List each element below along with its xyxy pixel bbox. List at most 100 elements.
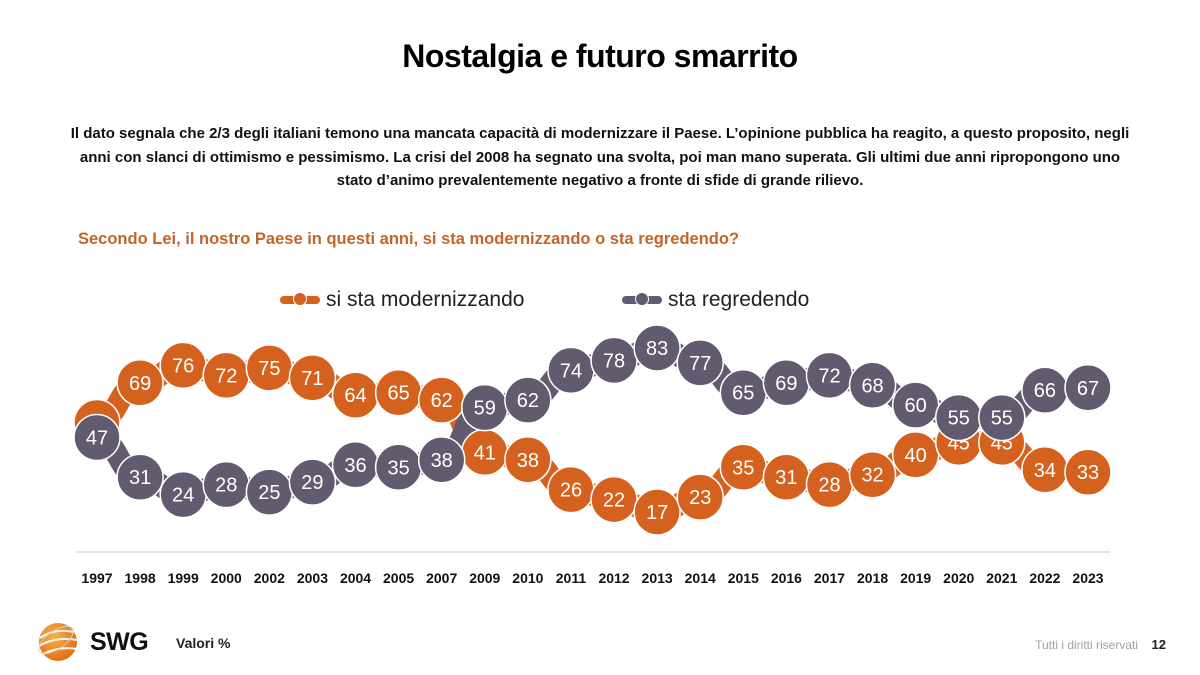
data-label-regredendo: 83 bbox=[646, 338, 668, 360]
x-tick-label: 2000 bbox=[211, 570, 242, 586]
x-tick-label: 2005 bbox=[383, 570, 414, 586]
data-label-modernizzando: 65 bbox=[387, 383, 409, 405]
data-point-regredendo bbox=[417, 436, 466, 484]
data-label-modernizzando: 33 bbox=[1077, 462, 1099, 484]
data-label-modernizzando: 72 bbox=[215, 365, 237, 387]
data-label-regredendo: 67 bbox=[1077, 378, 1099, 400]
data-label-modernizzando: 76 bbox=[172, 355, 194, 377]
data-label-regredendo: 78 bbox=[603, 350, 625, 372]
data-point-regredendo bbox=[633, 324, 681, 372]
data-point-regredendo bbox=[1064, 364, 1112, 412]
data-label-regredendo: 28 bbox=[215, 475, 237, 497]
data-label-modernizzando: 35 bbox=[732, 457, 754, 479]
x-tick-label: 2016 bbox=[771, 570, 802, 586]
x-tick-label: 2007 bbox=[426, 570, 457, 586]
data-label-regredendo: 47 bbox=[86, 427, 108, 449]
legend-label: si sta modernizzando bbox=[326, 288, 525, 311]
data-label-regredendo: 65 bbox=[732, 383, 754, 405]
brand-name: SWG bbox=[90, 628, 149, 656]
data-label-modernizzando: 62 bbox=[431, 390, 453, 412]
data-label-regredendo: 36 bbox=[344, 455, 366, 477]
data-label-modernizzando: 69 bbox=[129, 373, 151, 395]
data-label-regredendo: 62 bbox=[517, 390, 539, 412]
data-label-modernizzando: 23 bbox=[689, 487, 711, 509]
data-label-modernizzando: 32 bbox=[861, 465, 883, 487]
data-label-regredendo: 24 bbox=[172, 485, 194, 507]
x-tick-label: 2023 bbox=[1072, 570, 1103, 586]
x-tick-label: 2009 bbox=[469, 570, 500, 586]
intro-line: Il dato segnala che 2/3 degli italiani t… bbox=[70, 125, 1130, 142]
data-point-regredendo bbox=[676, 339, 724, 387]
x-tick-label: 2011 bbox=[556, 570, 587, 586]
data-point-regredendo bbox=[73, 413, 121, 462]
data-label-modernizzando: 28 bbox=[818, 475, 840, 497]
data-label-regredendo: 29 bbox=[301, 472, 323, 494]
data-point-modernizzando bbox=[288, 354, 337, 402]
data-label-modernizzando: 75 bbox=[258, 358, 280, 380]
data-point-modernizzando bbox=[116, 359, 164, 407]
data-label-modernizzando: 71 bbox=[301, 368, 323, 390]
data-label-regredendo: 77 bbox=[689, 353, 711, 375]
legend-item-regredendo: sta regredendo bbox=[620, 288, 809, 312]
copyright-text: Tutti i diritti riservati bbox=[1035, 638, 1138, 652]
legend-marker-icon bbox=[278, 292, 322, 307]
data-label-regredendo: 31 bbox=[129, 467, 151, 489]
data-label-modernizzando: 22 bbox=[603, 490, 625, 512]
x-tick-label: 2012 bbox=[598, 570, 629, 586]
slide-title: Nostalgia e futuro smarrito bbox=[402, 38, 798, 74]
data-label-modernizzando: 34 bbox=[1034, 460, 1056, 482]
data-label-modernizzando: 26 bbox=[560, 480, 582, 502]
data-label-regredendo: 25 bbox=[258, 482, 280, 504]
data-label-regredendo: 69 bbox=[775, 373, 797, 395]
data-point-modernizzando bbox=[676, 473, 724, 521]
x-tick-label: 2013 bbox=[642, 570, 673, 586]
x-tick-label: 1999 bbox=[168, 570, 199, 586]
data-label-regredendo: 38 bbox=[431, 450, 453, 472]
intro-text: Il dato segnala che 2/3 degli italiani t… bbox=[20, 122, 1180, 193]
data-point-regredendo bbox=[116, 453, 164, 501]
x-tick-label: 2010 bbox=[512, 570, 543, 586]
legend-label: sta regredendo bbox=[668, 288, 810, 311]
swg-logo-icon bbox=[38, 623, 78, 661]
data-point-modernizzando bbox=[1064, 448, 1112, 496]
x-tick-label: 2019 bbox=[900, 570, 931, 586]
data-label-modernizzando: 40 bbox=[905, 445, 927, 467]
x-tick-label: 2021 bbox=[986, 570, 1017, 586]
intro-line: stato d’animo prevalentemente negativo a… bbox=[336, 172, 864, 189]
legend-item-modernizzando: si sta modernizzando bbox=[278, 288, 524, 312]
data-label-regredendo: 55 bbox=[948, 408, 970, 430]
x-tick-label: 1998 bbox=[125, 570, 156, 586]
data-label-regredendo: 35 bbox=[387, 457, 409, 479]
data-label-regredendo: 74 bbox=[560, 360, 582, 382]
data-label-modernizzando: 41 bbox=[474, 442, 496, 464]
data-point-regredendo bbox=[504, 376, 552, 424]
x-tick-label: 2020 bbox=[943, 570, 974, 586]
data-point-regredendo bbox=[848, 361, 897, 410]
data-point-modernizzando bbox=[504, 436, 552, 484]
data-point-regredendo bbox=[288, 458, 337, 506]
data-label-regredendo: 59 bbox=[474, 398, 496, 420]
data-label-modernizzando: 38 bbox=[517, 450, 539, 472]
data-label-modernizzando: 31 bbox=[775, 467, 797, 489]
x-tick-label: 2003 bbox=[297, 570, 328, 586]
x-tick-label: 2017 bbox=[814, 570, 845, 586]
data-point-regredendo bbox=[978, 393, 1026, 442]
intro-line: anni con slanci di ottimismo e pessimism… bbox=[79, 148, 1121, 166]
x-tick-label: 1997 bbox=[81, 570, 112, 586]
data-point-modernizzando bbox=[848, 450, 897, 499]
data-point-modernizzando bbox=[633, 488, 681, 536]
values-note: Valori % bbox=[176, 635, 231, 651]
legend-marker-icon bbox=[620, 292, 664, 307]
data-label-regredendo: 55 bbox=[991, 408, 1013, 430]
data-label-regredendo: 60 bbox=[905, 395, 927, 417]
x-tick-label: 2002 bbox=[254, 570, 285, 586]
data-label-regredendo: 66 bbox=[1034, 380, 1056, 402]
x-tick-label: 2018 bbox=[857, 570, 888, 586]
x-tick-label: 2022 bbox=[1029, 570, 1060, 586]
data-label-modernizzando: 17 bbox=[646, 502, 668, 524]
line-chart: 1997 1998 1999 2000 2002 2003 2004 2005 2007 2009… bbox=[73, 324, 1112, 586]
survey-question: Secondo Lei, il nostro Paese in questi a… bbox=[78, 230, 740, 248]
chart-legend: si sta modernizzando sta regredendo bbox=[0, 288, 1200, 314]
x-tick-label: 2004 bbox=[340, 570, 371, 586]
data-label-modernizzando: 64 bbox=[344, 385, 366, 407]
